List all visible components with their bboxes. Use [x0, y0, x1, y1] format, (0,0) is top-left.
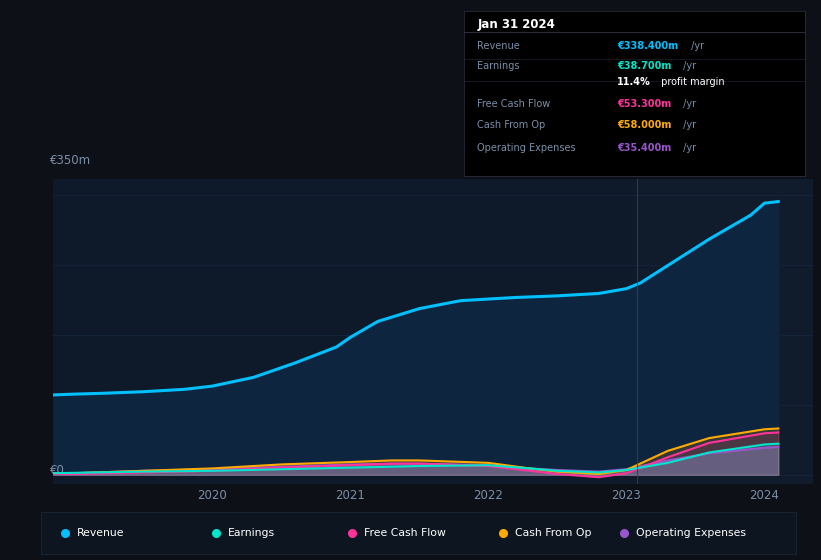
Text: €350m: €350m [49, 154, 90, 167]
Bar [637, 179, 813, 484]
Text: /yr: /yr [680, 120, 696, 130]
Text: €0: €0 [49, 464, 64, 477]
Text: profit margin: profit margin [658, 77, 725, 87]
Text: €53.300m: €53.300m [617, 99, 672, 109]
Text: Cash From Op: Cash From Op [516, 529, 592, 538]
Text: /yr: /yr [680, 99, 696, 109]
Text: Jan 31 2024: Jan 31 2024 [478, 18, 555, 31]
Text: /yr: /yr [680, 61, 696, 71]
Text: Earnings: Earnings [478, 61, 520, 71]
Text: Revenue: Revenue [77, 529, 125, 538]
Text: Revenue: Revenue [478, 41, 521, 51]
Text: €58.000m: €58.000m [617, 120, 672, 130]
Text: €38.700m: €38.700m [617, 61, 672, 71]
Text: Free Cash Flow: Free Cash Flow [478, 99, 551, 109]
Text: Free Cash Flow: Free Cash Flow [365, 529, 446, 538]
Text: 11.4%: 11.4% [617, 77, 651, 87]
Text: €338.400m: €338.400m [617, 41, 678, 51]
Text: Cash From Op: Cash From Op [478, 120, 546, 130]
Text: €35.400m: €35.400m [617, 143, 672, 153]
Text: /yr: /yr [688, 41, 704, 51]
Text: /yr: /yr [680, 143, 696, 153]
Text: Operating Expenses: Operating Expenses [478, 143, 576, 153]
Text: Operating Expenses: Operating Expenses [636, 529, 746, 538]
Text: Earnings: Earnings [228, 529, 276, 538]
